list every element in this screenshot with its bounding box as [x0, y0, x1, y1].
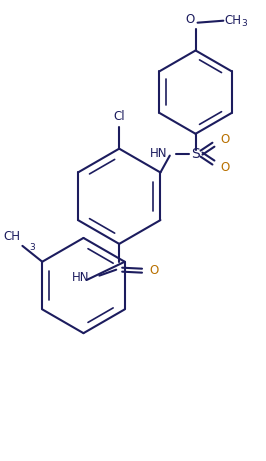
Text: S: S	[191, 147, 200, 160]
Text: O: O	[220, 161, 230, 174]
Text: HN: HN	[72, 271, 89, 284]
Text: 3: 3	[241, 19, 247, 28]
Text: CH: CH	[224, 14, 241, 27]
Text: Cl: Cl	[113, 110, 125, 123]
Text: HN: HN	[150, 147, 168, 160]
Text: O: O	[185, 12, 194, 26]
Text: O: O	[220, 133, 230, 146]
Text: O: O	[149, 264, 158, 277]
Text: CH: CH	[3, 230, 20, 243]
Text: 3: 3	[29, 243, 35, 252]
